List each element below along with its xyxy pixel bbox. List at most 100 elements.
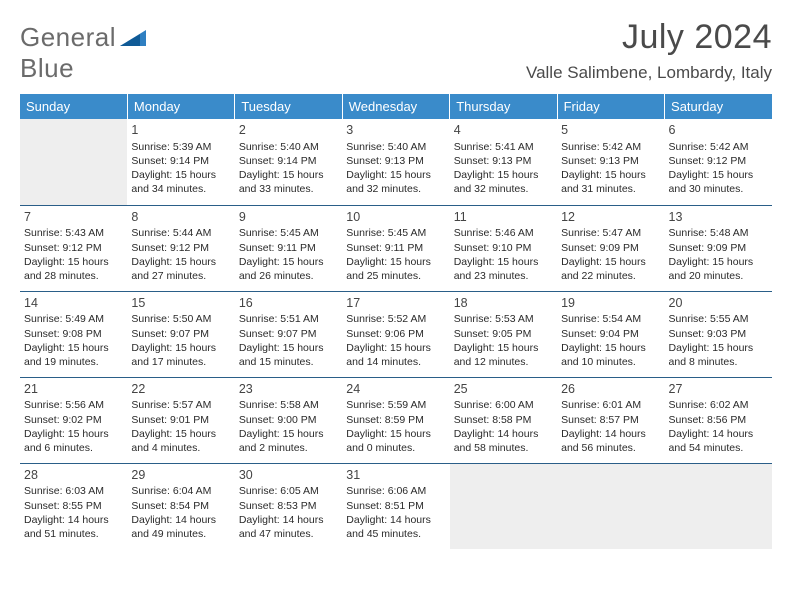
daylight-text: and 8 minutes.: [669, 355, 768, 369]
sunset-text: Sunset: 9:10 PM: [454, 241, 553, 255]
sunset-text: Sunset: 9:14 PM: [239, 154, 338, 168]
day-number: 20: [669, 295, 768, 312]
daylight-text: Daylight: 15 hours: [346, 341, 445, 355]
sunrise-text: Sunrise: 5:55 AM: [669, 312, 768, 326]
sunrise-text: Sunrise: 5:45 AM: [346, 226, 445, 240]
sunrise-text: Sunrise: 5:45 AM: [239, 226, 338, 240]
title-block: July 2024 Valle Salimbene, Lombardy, Ita…: [526, 18, 772, 83]
day-number: 23: [239, 381, 338, 398]
calendar-day-cell: 29Sunrise: 6:04 AMSunset: 8:54 PMDayligh…: [127, 463, 234, 549]
sunset-text: Sunset: 9:03 PM: [669, 327, 768, 341]
sunset-text: Sunset: 9:07 PM: [131, 327, 230, 341]
calendar-day-cell: 7Sunrise: 5:43 AMSunset: 9:12 PMDaylight…: [20, 205, 127, 291]
daylight-text: and 2 minutes.: [239, 441, 338, 455]
sunset-text: Sunset: 9:12 PM: [131, 241, 230, 255]
daylight-text: and 54 minutes.: [669, 441, 768, 455]
day-number: 6: [669, 122, 768, 139]
calendar-week-row: 21Sunrise: 5:56 AMSunset: 9:02 PMDayligh…: [20, 377, 772, 463]
sunset-text: Sunset: 9:11 PM: [239, 241, 338, 255]
daylight-text: Daylight: 15 hours: [561, 168, 660, 182]
sunset-text: Sunset: 9:13 PM: [346, 154, 445, 168]
daylight-text: and 32 minutes.: [346, 182, 445, 196]
sunset-text: Sunset: 8:59 PM: [346, 413, 445, 427]
day-number: 3: [346, 122, 445, 139]
daylight-text: Daylight: 14 hours: [239, 513, 338, 527]
sunset-text: Sunset: 8:57 PM: [561, 413, 660, 427]
sunrise-text: Sunrise: 6:01 AM: [561, 398, 660, 412]
sunrise-text: Sunrise: 5:39 AM: [131, 140, 230, 154]
daylight-text: and 58 minutes.: [454, 441, 553, 455]
daylight-text: Daylight: 15 hours: [131, 255, 230, 269]
calendar-day-cell: 24Sunrise: 5:59 AMSunset: 8:59 PMDayligh…: [342, 377, 449, 463]
calendar-day-cell: [557, 463, 664, 549]
day-number: 31: [346, 467, 445, 484]
day-number: 11: [454, 209, 553, 226]
day-number: 8: [131, 209, 230, 226]
daylight-text: Daylight: 15 hours: [669, 168, 768, 182]
calendar-day-cell: 21Sunrise: 5:56 AMSunset: 9:02 PMDayligh…: [20, 377, 127, 463]
sunset-text: Sunset: 8:53 PM: [239, 499, 338, 513]
daylight-text: Daylight: 15 hours: [24, 341, 123, 355]
sunset-text: Sunset: 8:56 PM: [669, 413, 768, 427]
daylight-text: Daylight: 15 hours: [561, 255, 660, 269]
day-number: 21: [24, 381, 123, 398]
daylight-text: Daylight: 15 hours: [454, 168, 553, 182]
sunset-text: Sunset: 9:09 PM: [669, 241, 768, 255]
calendar-day-cell: 28Sunrise: 6:03 AMSunset: 8:55 PMDayligh…: [20, 463, 127, 549]
daylight-text: and 34 minutes.: [131, 182, 230, 196]
calendar-day-cell: 19Sunrise: 5:54 AMSunset: 9:04 PMDayligh…: [557, 291, 664, 377]
calendar-day-cell: 12Sunrise: 5:47 AMSunset: 9:09 PMDayligh…: [557, 205, 664, 291]
sunrise-text: Sunrise: 5:49 AM: [24, 312, 123, 326]
calendar-week-row: 14Sunrise: 5:49 AMSunset: 9:08 PMDayligh…: [20, 291, 772, 377]
sunrise-text: Sunrise: 6:06 AM: [346, 484, 445, 498]
calendar-day-cell: 1Sunrise: 5:39 AMSunset: 9:14 PMDaylight…: [127, 119, 234, 205]
calendar-day-cell: 5Sunrise: 5:42 AMSunset: 9:13 PMDaylight…: [557, 119, 664, 205]
daylight-text: Daylight: 15 hours: [346, 427, 445, 441]
sunrise-text: Sunrise: 5:54 AM: [561, 312, 660, 326]
sunrise-text: Sunrise: 5:42 AM: [669, 140, 768, 154]
sunrise-text: Sunrise: 6:02 AM: [669, 398, 768, 412]
calendar-table: Sunday Monday Tuesday Wednesday Thursday…: [20, 94, 772, 549]
daylight-text: and 32 minutes.: [454, 182, 553, 196]
weekday-header: Wednesday: [342, 94, 449, 119]
sunset-text: Sunset: 9:02 PM: [24, 413, 123, 427]
weekday-header: Monday: [127, 94, 234, 119]
sunset-text: Sunset: 9:11 PM: [346, 241, 445, 255]
calendar-day-cell: 2Sunrise: 5:40 AMSunset: 9:14 PMDaylight…: [235, 119, 342, 205]
daylight-text: Daylight: 15 hours: [131, 341, 230, 355]
day-number: 10: [346, 209, 445, 226]
daylight-text: and 25 minutes.: [346, 269, 445, 283]
month-title: July 2024: [526, 18, 772, 57]
daylight-text: and 19 minutes.: [24, 355, 123, 369]
daylight-text: Daylight: 15 hours: [454, 255, 553, 269]
daylight-text: Daylight: 14 hours: [346, 513, 445, 527]
logo-word2: Blue: [20, 53, 74, 83]
day-number: 17: [346, 295, 445, 312]
daylight-text: and 20 minutes.: [669, 269, 768, 283]
weekday-header: Tuesday: [235, 94, 342, 119]
calendar-day-cell: 11Sunrise: 5:46 AMSunset: 9:10 PMDayligh…: [450, 205, 557, 291]
sunrise-text: Sunrise: 5:46 AM: [454, 226, 553, 240]
weekday-header: Thursday: [450, 94, 557, 119]
day-number: 13: [669, 209, 768, 226]
day-number: 16: [239, 295, 338, 312]
calendar-day-cell: 16Sunrise: 5:51 AMSunset: 9:07 PMDayligh…: [235, 291, 342, 377]
day-number: 28: [24, 467, 123, 484]
daylight-text: and 12 minutes.: [454, 355, 553, 369]
day-number: 2: [239, 122, 338, 139]
sunrise-text: Sunrise: 5:48 AM: [669, 226, 768, 240]
calendar-day-cell: 31Sunrise: 6:06 AMSunset: 8:51 PMDayligh…: [342, 463, 449, 549]
daylight-text: and 15 minutes.: [239, 355, 338, 369]
daylight-text: and 10 minutes.: [561, 355, 660, 369]
sunrise-text: Sunrise: 5:41 AM: [454, 140, 553, 154]
location-subtitle: Valle Salimbene, Lombardy, Italy: [526, 63, 772, 83]
daylight-text: and 6 minutes.: [24, 441, 123, 455]
daylight-text: Daylight: 14 hours: [24, 513, 123, 527]
calendar-day-cell: 23Sunrise: 5:58 AMSunset: 9:00 PMDayligh…: [235, 377, 342, 463]
calendar-day-cell: 6Sunrise: 5:42 AMSunset: 9:12 PMDaylight…: [665, 119, 772, 205]
calendar-week-row: 1Sunrise: 5:39 AMSunset: 9:14 PMDaylight…: [20, 119, 772, 205]
calendar-week-row: 28Sunrise: 6:03 AMSunset: 8:55 PMDayligh…: [20, 463, 772, 549]
daylight-text: and 31 minutes.: [561, 182, 660, 196]
day-number: 29: [131, 467, 230, 484]
daylight-text: Daylight: 15 hours: [669, 255, 768, 269]
